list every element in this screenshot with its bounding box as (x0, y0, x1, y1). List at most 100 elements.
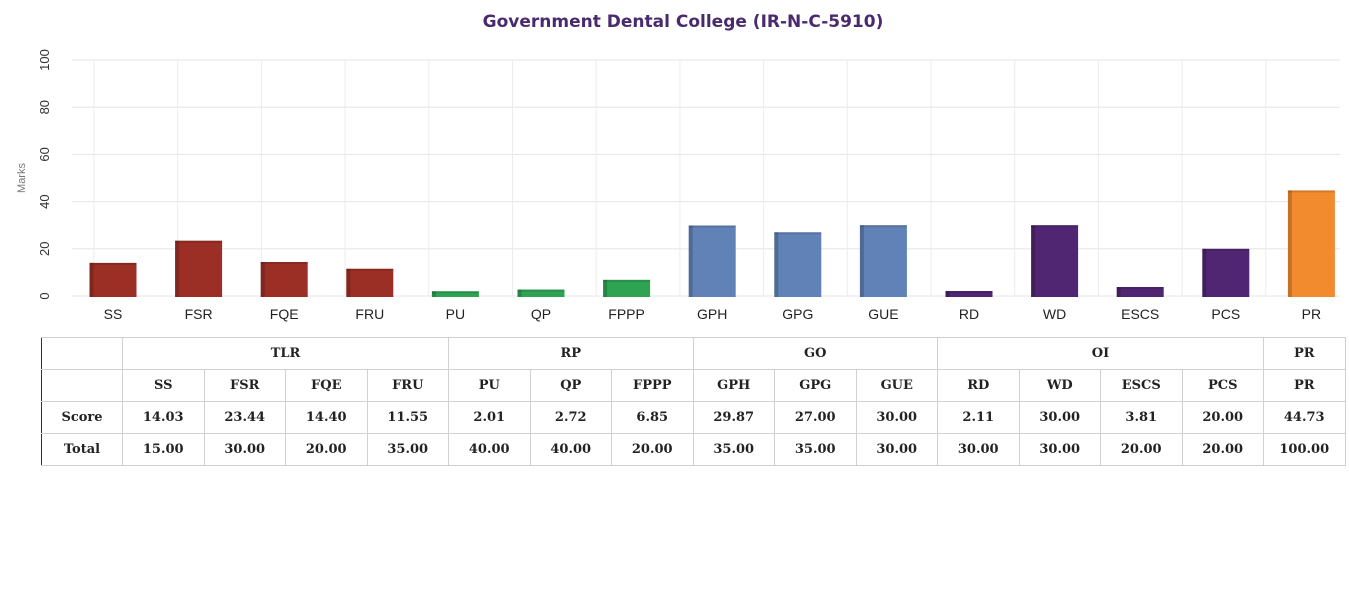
column-header-gph: GPH (692, 369, 775, 402)
column-header-pu: PU (448, 369, 531, 402)
table-cell: 20.00 (285, 433, 368, 466)
table-cell: 30.00 (855, 401, 938, 434)
bar-top-shade (859, 225, 907, 228)
x-tick-label: FRU (355, 306, 384, 322)
table-cell: 20.00 (611, 433, 694, 466)
bar-top-shade (175, 240, 223, 243)
column-header-fsr: FSR (203, 369, 286, 402)
bar-top-shade (688, 225, 736, 228)
x-tick-label: GPH (697, 306, 727, 322)
bar-top-shade (260, 262, 308, 265)
bar-pcs (1202, 248, 1250, 297)
column-header-rd: RD (937, 369, 1020, 402)
column-header-ss: SS (122, 369, 205, 402)
bar-face (945, 291, 993, 297)
column-header-gue: GUE (855, 369, 938, 402)
table-cell: 14.03 (122, 401, 205, 434)
table-cell: 40.00 (529, 433, 612, 466)
group-header-rp: RP (448, 337, 694, 370)
bar-side-shade (1202, 248, 1207, 297)
bar-side-shade (603, 279, 608, 297)
x-tick-label: PR (1302, 306, 1321, 322)
table-cell: 29.87 (692, 401, 775, 434)
table-cell: 6.85 (611, 401, 694, 434)
column-header-fru: FRU (366, 369, 449, 402)
x-tick-label: PU (446, 306, 465, 322)
bar-fqe (260, 262, 308, 297)
column-header-escs: ESCS (1100, 369, 1183, 402)
x-tick-label: RD (959, 306, 979, 322)
table-cell: 2.72 (529, 401, 612, 434)
x-tick-label: WD (1043, 306, 1066, 322)
table-cell: 35.00 (366, 433, 449, 466)
table-cell: 44.73 (1263, 401, 1346, 434)
bar-top-shade (1116, 287, 1164, 290)
group-header-row: TLR RP GO OI PR (41, 337, 1346, 370)
bar-side-shade (859, 225, 864, 297)
bar-fsr (175, 240, 223, 297)
bar-top-shade (89, 262, 137, 265)
bar-top-shade (517, 289, 565, 292)
group-header-go: GO (692, 337, 938, 370)
bar-ss (89, 262, 137, 297)
x-tick-label: FQE (270, 306, 299, 322)
table-cell: 3.81 (1100, 401, 1183, 434)
table-cell: 30.00 (1018, 433, 1101, 466)
bar-face (1031, 225, 1079, 297)
bar-top-shade (1031, 225, 1079, 228)
bar-face (346, 268, 394, 297)
x-tick-label: QP (531, 306, 551, 322)
table-cell: 14.40 (285, 401, 368, 434)
table-cell: 2.01 (448, 401, 531, 434)
column-header-pcs: PCS (1181, 369, 1264, 402)
table-cell: 30.00 (937, 433, 1020, 466)
bar-wd (1031, 225, 1079, 297)
bar-face (1287, 190, 1335, 297)
chart-title: Government Dental College (IR-N-C-5910) (482, 12, 884, 32)
table-cell: 27.00 (774, 401, 857, 434)
table-cell: 40.00 (448, 433, 531, 466)
y-tick-label: 100 (37, 49, 52, 71)
bar-side-shade (688, 225, 693, 297)
bar-pr (1287, 190, 1335, 297)
table-cell: 30.00 (855, 433, 938, 466)
column-header-fppp: FPPP (611, 369, 694, 402)
column-header-wd: WD (1018, 369, 1101, 402)
bar-face (175, 240, 223, 297)
bar-side-shade (175, 240, 180, 297)
bar-fppp (603, 279, 651, 297)
y-tick-label: 80 (37, 100, 52, 114)
column-header-qp: QP (529, 369, 612, 402)
bar-rd (945, 291, 993, 297)
bar-qp (517, 289, 565, 297)
x-tick-label: ESCS (1121, 306, 1159, 322)
bar-top-shade (945, 291, 993, 294)
bar-gpg (774, 232, 822, 297)
table-cell: 20.00 (1100, 433, 1183, 466)
bar-face (603, 279, 651, 297)
bar-side-shade (774, 232, 779, 297)
bar-face (774, 232, 822, 297)
y-tick-label: 0 (37, 292, 52, 299)
bar-side-shade (1287, 190, 1292, 297)
bar-face (431, 291, 479, 297)
y-tick-label: 60 (37, 147, 52, 161)
y-axis-label: Marks (16, 163, 28, 193)
table-row: Score 14.03 23.44 14.40 11.55 2.01 2.72 6.85 29.… (41, 401, 1346, 434)
row-label: Score (41, 401, 123, 434)
group-header-pr: PR (1263, 337, 1346, 370)
bar-top-shade (774, 232, 822, 235)
table-cell: 35.00 (692, 433, 775, 466)
bar-face (89, 262, 137, 297)
bar-side-shade (517, 289, 522, 297)
table-cell: 11.55 (366, 401, 449, 434)
table-cell: 15.00 (122, 433, 205, 466)
table-cell: 20.00 (1181, 433, 1264, 466)
x-tick-label: GPG (782, 306, 813, 322)
bar-top-shade (1202, 248, 1250, 251)
x-tick-label: FPPP (608, 306, 645, 322)
corner-cell (41, 337, 123, 370)
bar-side-shade (1031, 225, 1036, 297)
column-header-row: SS FSR FQE FRU PU QP FPPP GPH GPG GUE RD WD ESCS PCS P… (41, 369, 1346, 402)
bar-face (1116, 287, 1164, 297)
